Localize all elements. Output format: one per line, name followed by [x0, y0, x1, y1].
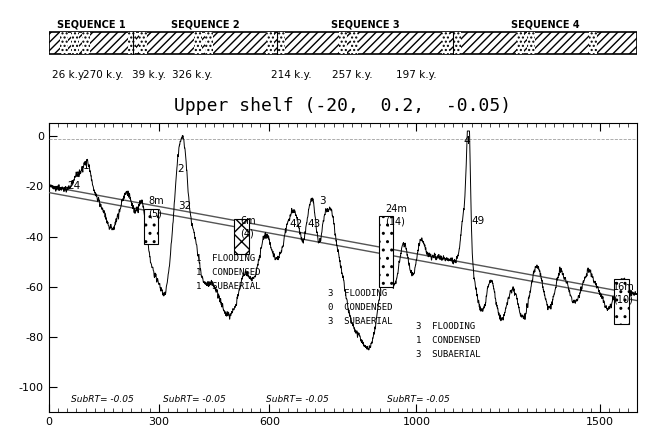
Bar	[379, 217, 393, 287]
Text: SubRT= -0.05: SubRT= -0.05	[162, 395, 226, 404]
Text: 1  SUBAERIAL: 1 SUBAERIAL	[196, 282, 260, 291]
Bar	[205, 32, 213, 54]
Bar	[266, 32, 274, 54]
Text: SubRT= -0.05: SubRT= -0.05	[266, 395, 328, 404]
Text: 326 k.y.: 326 k.y.	[172, 70, 213, 80]
Text: 32: 32	[178, 202, 191, 211]
Text: 26 k.y.: 26 k.y.	[52, 70, 86, 80]
Text: 2: 2	[177, 164, 184, 174]
Bar	[82, 32, 90, 54]
Text: 3: 3	[319, 196, 326, 206]
Bar	[71, 32, 79, 54]
Text: 42: 42	[289, 219, 303, 229]
Text: 24m: 24m	[385, 204, 407, 214]
Bar	[526, 32, 535, 54]
Text: 16m: 16m	[613, 282, 635, 292]
Text: SEQUENCE 2: SEQUENCE 2	[171, 20, 239, 30]
Text: 270 k.y.: 270 k.y.	[83, 70, 124, 80]
Text: 3  SUBAERIAL: 3 SUBAERIAL	[328, 317, 393, 326]
Text: SEQUENCE 1: SEQUENCE 1	[57, 20, 125, 30]
Bar	[339, 32, 347, 54]
Bar	[128, 32, 136, 54]
Text: 3  FLOODING: 3 FLOODING	[328, 289, 387, 298]
Text: SubRT= -0.05: SubRT= -0.05	[387, 395, 450, 404]
Bar	[194, 32, 202, 54]
Text: (14): (14)	[385, 217, 405, 226]
Text: SEQUENCE 4: SEQUENCE 4	[511, 20, 579, 30]
Bar	[515, 32, 524, 54]
Text: 49: 49	[471, 217, 485, 227]
Text: 3  SUBAERIAL: 3 SUBAERIAL	[417, 350, 481, 359]
Text: 1  CONDENSED: 1 CONDENSED	[417, 336, 481, 345]
Text: 4: 4	[464, 136, 471, 146]
Text: 1: 1	[83, 161, 90, 171]
Text: (10): (10)	[613, 294, 633, 304]
Bar	[442, 32, 450, 54]
Text: 214 k.y.: 214 k.y.	[271, 70, 312, 80]
Text: 0  CONDENSED: 0 CONDENSED	[328, 303, 393, 312]
Bar	[139, 32, 147, 54]
Text: (5): (5)	[148, 209, 162, 219]
Text: 39 k.y.: 39 k.y.	[132, 70, 166, 80]
Bar	[589, 32, 597, 54]
Bar	[144, 209, 159, 244]
Bar	[350, 32, 358, 54]
Text: 197 k.y.: 197 k.y.	[396, 70, 437, 80]
Bar	[235, 219, 249, 254]
Bar	[277, 32, 285, 54]
Text: SubRT= -0.05: SubRT= -0.05	[71, 395, 133, 404]
Text: 6m: 6m	[240, 217, 255, 226]
Text: 1  CONDENSED: 1 CONDENSED	[196, 268, 260, 277]
Bar	[614, 279, 629, 325]
Bar	[453, 32, 461, 54]
Text: SEQUENCE 3: SEQUENCE 3	[331, 20, 399, 30]
Text: 257 k.y.: 257 k.y.	[332, 70, 372, 80]
Text: 1  FLOODING: 1 FLOODING	[196, 254, 255, 263]
Text: 8m: 8m	[148, 196, 164, 206]
Text: 24: 24	[67, 181, 81, 191]
Bar	[60, 32, 68, 54]
Text: 3  FLOODING: 3 FLOODING	[417, 322, 476, 331]
Text: Upper shelf (-20,  0.2,  -0.05): Upper shelf (-20, 0.2, -0.05)	[174, 97, 512, 115]
Text: 43: 43	[307, 219, 321, 229]
Text: (4): (4)	[240, 229, 254, 239]
